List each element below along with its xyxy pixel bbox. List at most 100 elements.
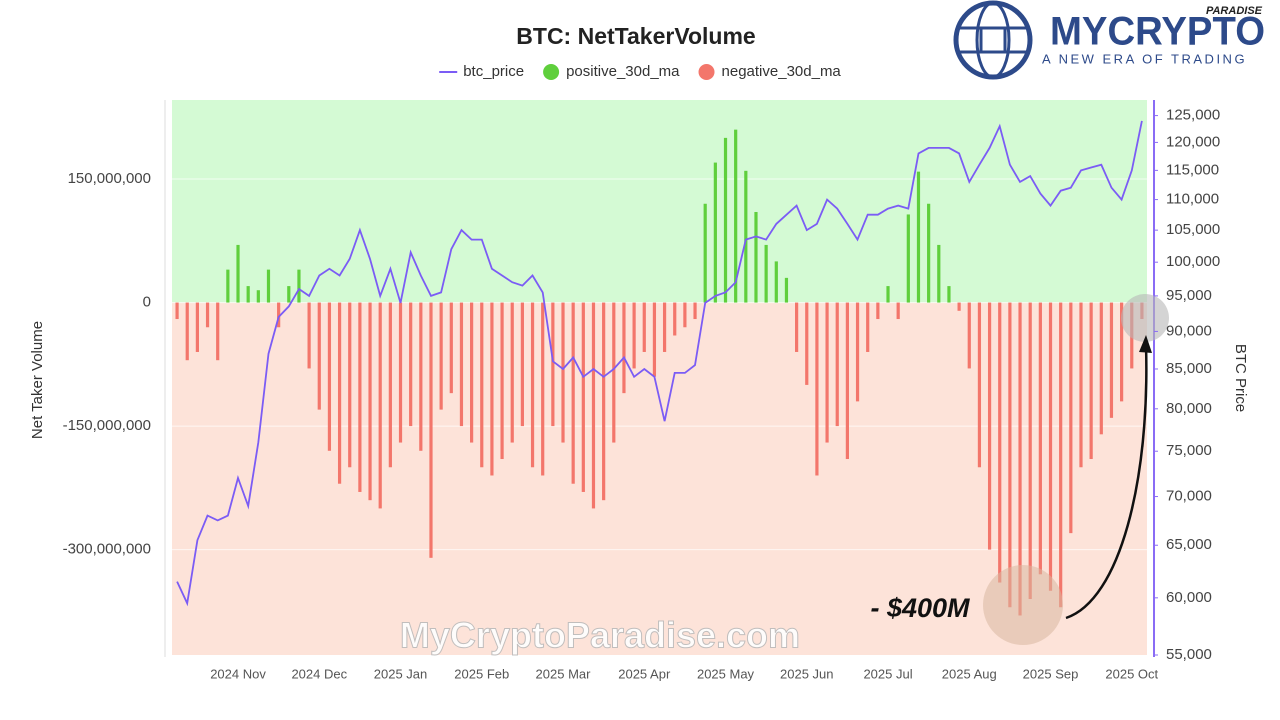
brand-name: MYCRYPTO xyxy=(1050,10,1265,54)
bar xyxy=(947,286,951,303)
bar xyxy=(1089,302,1093,460)
grid xyxy=(172,178,1147,551)
bar xyxy=(581,302,585,492)
y2-tick-label: 80,000 xyxy=(1166,400,1212,417)
price-line xyxy=(176,120,1143,607)
bar xyxy=(216,302,220,361)
y2-tick-label: 55,000 xyxy=(1166,646,1212,663)
bar xyxy=(1059,302,1063,608)
bar xyxy=(1109,302,1114,418)
x-tick-label: 2025 Mar xyxy=(536,666,592,681)
legend-item: negative_30d_ma xyxy=(698,63,841,80)
brand-slogan: A NEW ERA OF TRADING xyxy=(1042,51,1247,66)
bar xyxy=(744,170,748,303)
bar xyxy=(327,302,332,451)
bar xyxy=(977,302,982,468)
x-tick-label: 2025 Jul xyxy=(863,666,912,681)
bar xyxy=(541,302,545,476)
bar xyxy=(429,302,433,558)
x-tick-label: 2024 Dec xyxy=(291,666,347,681)
brand-tag: PARADISE xyxy=(1206,5,1263,17)
bar xyxy=(307,302,311,369)
bar xyxy=(652,302,657,377)
bar xyxy=(1018,302,1022,616)
bar xyxy=(551,302,555,427)
bar xyxy=(439,302,443,410)
bar xyxy=(297,269,301,303)
bar xyxy=(591,302,596,509)
x-tick-label: 2025 May xyxy=(697,666,755,681)
bar xyxy=(236,244,240,303)
bar xyxy=(470,302,474,443)
bar xyxy=(1048,302,1053,591)
bar xyxy=(612,302,616,443)
legend-dot xyxy=(543,64,560,80)
bar xyxy=(998,302,1002,583)
y2-tick-label: 110,000 xyxy=(1166,191,1219,208)
y2-tick-label: 95,000 xyxy=(1166,287,1212,304)
bar xyxy=(287,286,291,303)
bar xyxy=(500,302,504,460)
y2-tick-label: 65,000 xyxy=(1166,536,1212,553)
bar xyxy=(927,203,931,303)
y2-axis-label: BTC Price xyxy=(1232,344,1249,412)
bar xyxy=(703,203,707,303)
x-tick-label: 2025 Jun xyxy=(780,666,834,681)
x-tick-label: 2025 Jan xyxy=(374,666,428,681)
y2-tick-label: 75,000 xyxy=(1166,442,1212,459)
bar xyxy=(825,302,829,443)
y2-tick-label: 100,000 xyxy=(1166,253,1220,270)
bar xyxy=(967,302,971,369)
bar xyxy=(673,302,677,336)
legend: btc_price positive_30d_ma negative_30d_ma xyxy=(439,63,841,80)
plot-background xyxy=(172,100,1147,655)
x-tick-label: 2025 Sep xyxy=(1023,666,1079,681)
bar xyxy=(409,302,413,427)
chart-title: BTC: NetTakerVolume xyxy=(516,23,755,49)
y-tick-label: 0 xyxy=(143,294,151,311)
bar xyxy=(1079,302,1083,468)
bar xyxy=(876,302,880,320)
x-tick-label: 2024 Nov xyxy=(210,666,266,681)
legend-label: positive_30d_ma xyxy=(566,63,680,80)
bar xyxy=(256,290,260,303)
bar xyxy=(602,302,606,501)
bar xyxy=(662,302,667,352)
y2-tick-label: 115,000 xyxy=(1166,161,1219,178)
bar xyxy=(764,244,768,303)
bar xyxy=(734,129,738,303)
bar xyxy=(1038,302,1042,575)
y2-tick-label: 90,000 xyxy=(1166,322,1212,339)
y2-tick-label: 120,000 xyxy=(1166,133,1220,150)
bar xyxy=(1120,302,1124,402)
bar xyxy=(906,214,910,303)
bar xyxy=(693,302,697,320)
logo: MYCRYPTO PARADISE A NEW ERA OF TRADING xyxy=(953,0,1265,80)
bar xyxy=(1099,302,1103,435)
bar xyxy=(622,302,626,394)
bar xyxy=(277,302,281,328)
y2-tick-label: 105,000 xyxy=(1166,221,1220,238)
y-tick-label: 150,000,000 xyxy=(68,170,151,187)
annotation: - $400M xyxy=(870,593,970,623)
x-tick-label: 2025 Aug xyxy=(942,666,997,681)
bar xyxy=(266,269,271,303)
bar xyxy=(195,302,199,352)
legend-item: positive_30d_ma xyxy=(543,63,680,80)
bar xyxy=(246,286,250,303)
bar xyxy=(886,286,890,303)
bar xyxy=(205,302,210,328)
bar xyxy=(378,302,382,509)
bar xyxy=(815,302,819,476)
bar xyxy=(459,302,464,427)
bar xyxy=(632,302,636,369)
bar xyxy=(795,302,799,352)
x-tick-label: 2025 Feb xyxy=(454,666,509,681)
y-axis-label: Net Taker Volume xyxy=(29,321,46,439)
arrow xyxy=(1065,344,1148,620)
x-tick-label: 2025 Apr xyxy=(618,666,671,681)
y-tick-label: -300,000,000 xyxy=(63,541,151,558)
bar xyxy=(683,302,687,328)
bar xyxy=(754,211,758,303)
highlight-circle xyxy=(1121,294,1169,342)
